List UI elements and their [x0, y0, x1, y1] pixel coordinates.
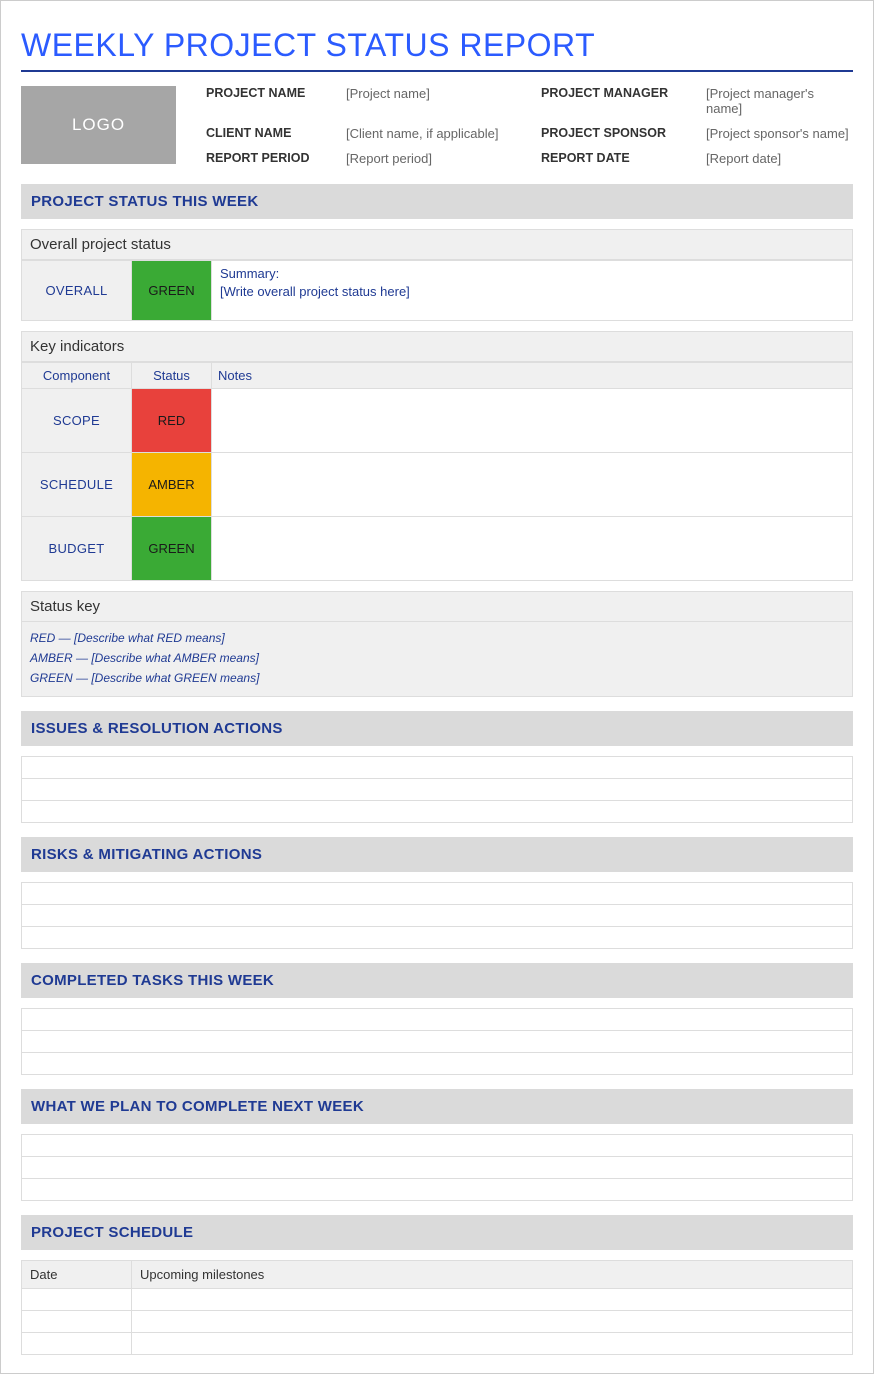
col-date: Date	[22, 1261, 132, 1289]
nextweek-row-cell	[22, 1135, 853, 1157]
indicator-component: SCHEDULE	[22, 453, 132, 517]
indicator-row: BUDGETGREEN	[22, 517, 853, 581]
status-key-line: AMBER — [Describe what AMBER means]	[30, 648, 844, 668]
completed-row	[22, 1009, 853, 1031]
nextweek-row-cell	[22, 1157, 853, 1179]
risk-row	[22, 905, 853, 927]
completed-row-cell	[22, 1053, 853, 1075]
risk-row	[22, 883, 853, 905]
meta-value-report-date: [Report date]	[706, 151, 853, 166]
schedule-row	[22, 1289, 853, 1311]
status-key-title: Status key	[21, 591, 853, 622]
indicator-notes	[212, 517, 853, 581]
overall-summary-text: [Write overall project status here]	[220, 284, 410, 299]
header-row: LOGO PROJECT NAME [Project name] PROJECT…	[21, 86, 853, 166]
status-key-line: GREEN — [Describe what GREEN means]	[30, 668, 844, 688]
section-completed: COMPLETED TASKS THIS WEEK	[21, 963, 853, 998]
nextweek-row-cell	[22, 1179, 853, 1201]
issue-row	[22, 757, 853, 779]
meta-label-client-name: CLIENT NAME	[206, 126, 336, 141]
meta-label-project-sponsor: PROJECT SPONSOR	[541, 126, 696, 141]
report-page: WEEKLY PROJECT STATUS REPORT LOGO PROJEC…	[0, 0, 874, 1374]
schedule-table: Date Upcoming milestones	[21, 1260, 853, 1355]
risk-row-cell	[22, 905, 853, 927]
key-indicators-header-row: Component Status Notes	[22, 363, 853, 389]
completed-table	[21, 1008, 853, 1075]
section-risks: RISKS & MITIGATING ACTIONS	[21, 837, 853, 872]
risk-row	[22, 927, 853, 949]
meta-value-project-sponsor: [Project sponsor's name]	[706, 126, 853, 141]
nextweek-row	[22, 1135, 853, 1157]
overall-status-table: OVERALL GREEN Summary: [Write overall pr…	[21, 260, 853, 321]
risks-table	[21, 882, 853, 949]
overall-status-row: OVERALL GREEN Summary: [Write overall pr…	[22, 261, 853, 321]
meta-label-report-date: REPORT DATE	[541, 151, 696, 166]
next-week-table	[21, 1134, 853, 1201]
schedule-milestone-cell	[132, 1311, 853, 1333]
indicator-status: GREEN	[132, 517, 212, 581]
schedule-milestone-cell	[132, 1289, 853, 1311]
overall-status-cell: GREEN	[132, 261, 212, 321]
indicator-component: SCOPE	[22, 389, 132, 453]
issue-row-cell	[22, 801, 853, 823]
col-notes: Notes	[212, 363, 853, 389]
meta-label-report-period: REPORT PERIOD	[206, 151, 336, 166]
section-next-week: WHAT WE PLAN TO COMPLETE NEXT WEEK	[21, 1089, 853, 1124]
schedule-header-row: Date Upcoming milestones	[22, 1261, 853, 1289]
subheader-key-indicators: Key indicators	[21, 331, 853, 362]
meta-grid: PROJECT NAME [Project name] PROJECT MANA…	[206, 86, 853, 166]
overall-summary-label: Summary:	[220, 266, 279, 281]
meta-label-project-name: PROJECT NAME	[206, 86, 336, 116]
indicator-status: RED	[132, 389, 212, 453]
logo-placeholder: LOGO	[21, 86, 176, 164]
indicator-component: BUDGET	[22, 517, 132, 581]
status-key-box: RED — [Describe what RED means]AMBER — […	[21, 622, 853, 697]
section-status-this-week: PROJECT STATUS THIS WEEK	[21, 184, 853, 219]
schedule-date-cell	[22, 1311, 132, 1333]
schedule-row	[22, 1333, 853, 1355]
issue-row-cell	[22, 757, 853, 779]
section-schedule: PROJECT SCHEDULE	[21, 1215, 853, 1250]
nextweek-row	[22, 1179, 853, 1201]
meta-value-report-period: [Report period]	[346, 151, 531, 166]
schedule-row	[22, 1311, 853, 1333]
issue-row	[22, 779, 853, 801]
status-key-line: RED — [Describe what RED means]	[30, 628, 844, 648]
section-issues: ISSUES & RESOLUTION ACTIONS	[21, 711, 853, 746]
completed-row-cell	[22, 1009, 853, 1031]
overall-component-cell: OVERALL	[22, 261, 132, 321]
nextweek-row	[22, 1157, 853, 1179]
meta-label-project-manager: PROJECT MANAGER	[541, 86, 696, 116]
indicator-row: SCHEDULEAMBER	[22, 453, 853, 517]
overall-summary-cell: Summary: [Write overall project status h…	[212, 261, 853, 321]
issue-row	[22, 801, 853, 823]
risk-row-cell	[22, 927, 853, 949]
issues-table	[21, 756, 853, 823]
title-rule	[21, 70, 853, 72]
completed-row	[22, 1053, 853, 1075]
page-title: WEEKLY PROJECT STATUS REPORT	[21, 27, 853, 64]
col-milestones: Upcoming milestones	[132, 1261, 853, 1289]
completed-row-cell	[22, 1031, 853, 1053]
indicator-row: SCOPERED	[22, 389, 853, 453]
issue-row-cell	[22, 779, 853, 801]
schedule-milestone-cell	[132, 1333, 853, 1355]
meta-value-client-name: [Client name, if applicable]	[346, 126, 531, 141]
completed-row	[22, 1031, 853, 1053]
col-component: Component	[22, 363, 132, 389]
indicator-notes	[212, 453, 853, 517]
indicator-status: AMBER	[132, 453, 212, 517]
risk-row-cell	[22, 883, 853, 905]
schedule-date-cell	[22, 1289, 132, 1311]
schedule-date-cell	[22, 1333, 132, 1355]
col-status: Status	[132, 363, 212, 389]
subheader-overall-status: Overall project status	[21, 229, 853, 260]
meta-value-project-manager: [Project manager's name]	[706, 86, 853, 116]
meta-value-project-name: [Project name]	[346, 86, 531, 116]
indicator-notes	[212, 389, 853, 453]
key-indicators-table: Component Status Notes SCOPEREDSCHEDULEA…	[21, 362, 853, 581]
